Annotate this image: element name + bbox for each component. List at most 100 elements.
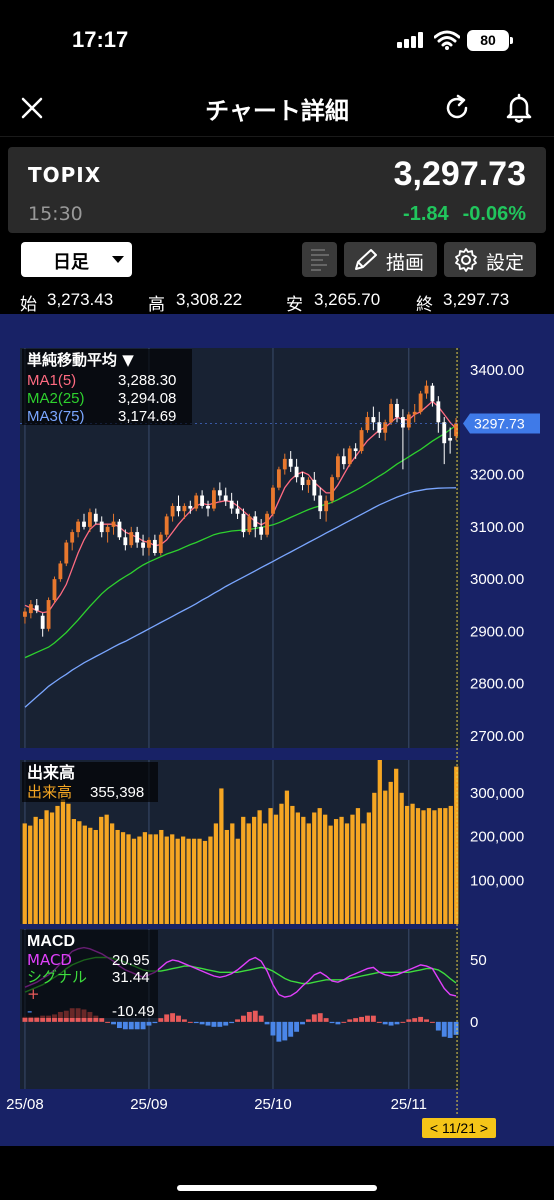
- bell-icon[interactable]: [504, 92, 534, 124]
- battery-level: 80: [480, 32, 496, 48]
- price-y-tick-label: 2900.00: [470, 623, 524, 640]
- macd-y-tick-label: 0: [470, 1014, 478, 1031]
- candle-body: [288, 458, 293, 467]
- candle-body: [436, 401, 441, 423]
- volume-bar: [66, 803, 71, 924]
- page-title: チャート詳細: [205, 97, 349, 125]
- macd-histogram-bar: [276, 1021, 282, 1042]
- candle-body: [330, 477, 334, 501]
- candle-body: [188, 505, 193, 509]
- close-value: 3,297.73: [443, 290, 510, 309]
- price-y-tick-label: 3100.00: [470, 519, 524, 536]
- volume-bar: [306, 823, 311, 924]
- quote-card: TOPIX 15:30 3,297.73 -1.84 -0.06%: [8, 147, 546, 233]
- volume-bar: [301, 816, 306, 924]
- low-label: 安: [286, 295, 303, 314]
- volume-bar: [230, 823, 235, 924]
- volume-bar: [399, 792, 404, 924]
- last-price-label: 3297.73: [474, 415, 525, 431]
- macd-legend-name: シグナル: [27, 968, 87, 986]
- settings-label: 設定: [486, 252, 525, 274]
- candle-body: [111, 521, 116, 527]
- volume-bar: [372, 792, 377, 924]
- macd-histogram-bar: [264, 1021, 270, 1025]
- current-price: 3,297.73: [393, 155, 526, 193]
- volume-bar: [197, 838, 202, 924]
- x-tick-label: 25/11: [391, 1096, 427, 1113]
- volume-bar: [437, 808, 443, 924]
- price-y-tick-label: 3400.00: [470, 362, 524, 379]
- draw-label: 描画: [386, 252, 425, 274]
- ma-legend-name: MA2(25): [27, 390, 85, 407]
- macd-histogram-bar: [400, 1021, 406, 1023]
- candle-body: [23, 611, 27, 617]
- change-value: -1.84: [403, 203, 449, 225]
- close-label: 終: [416, 295, 433, 314]
- candle-body: [318, 495, 323, 512]
- macd-histogram-bar: [329, 1021, 335, 1024]
- price-y-tick-label: 2700.00: [470, 728, 524, 745]
- macd-histogram-bar: [134, 1021, 140, 1030]
- volume-legend-name: 出来高: [27, 783, 72, 801]
- period-label: 日足: [53, 252, 89, 273]
- price-y-tick-label: 2800.00: [470, 676, 524, 693]
- candle-body: [152, 539, 157, 553]
- volume-legend-box: [22, 762, 158, 802]
- candle-body: [235, 508, 240, 514]
- open-value: 3,273.43: [47, 290, 114, 309]
- macd-histogram-bar: [99, 1018, 105, 1022]
- settings-button[interactable]: 設定: [444, 242, 536, 277]
- chart-panel[interactable]: 25/0825/0925/1025/113400.003300.003200.0…: [0, 314, 554, 1146]
- symbol-name: TOPIX: [28, 163, 102, 187]
- candle-body: [454, 423, 458, 437]
- volume-bar: [377, 760, 382, 924]
- macd-histogram-bar: [294, 1021, 300, 1032]
- candle-body: [170, 505, 175, 517]
- candle-body: [253, 516, 258, 527]
- draw-button[interactable]: 描画: [344, 242, 437, 277]
- volume-bar: [104, 814, 109, 924]
- list-view-button[interactable]: [302, 242, 337, 277]
- volume-bar: [290, 805, 295, 924]
- macd-histogram-bar: [22, 1016, 28, 1022]
- volume-bar: [153, 834, 158, 924]
- volume-bar: [426, 808, 432, 924]
- volume-bar: [170, 834, 175, 924]
- volume-bar: [22, 823, 27, 924]
- price-y-tick-label: 3200.00: [470, 467, 524, 484]
- home-indicator[interactable]: [177, 1185, 377, 1191]
- candle-body: [424, 385, 429, 394]
- chart-svg[interactable]: 25/0825/0925/1025/113400.003300.003200.0…: [0, 314, 554, 1146]
- close-icon[interactable]: [18, 94, 46, 122]
- macd-histogram-bar: [418, 1016, 424, 1022]
- candle-body: [194, 495, 199, 509]
- volume-bar: [28, 825, 33, 924]
- volume-y-tick-label: 200,000: [470, 829, 524, 846]
- candle-body: [306, 479, 311, 486]
- high-label: 高: [148, 295, 165, 314]
- volume-bar: [77, 821, 82, 924]
- volume-bar: [159, 829, 164, 924]
- macd-histogram-bar: [199, 1021, 205, 1025]
- volume-bar: [284, 790, 290, 924]
- candle-body: [182, 505, 187, 512]
- candle-body: [247, 516, 252, 533]
- refresh-icon[interactable]: [442, 93, 472, 123]
- macd-legend-value: 20.95: [112, 952, 150, 969]
- volume-bar: [443, 808, 448, 924]
- volume-bar: [279, 803, 284, 924]
- macd-histogram-bar: [223, 1021, 229, 1026]
- volume-bar: [71, 819, 77, 924]
- macd-histogram-bar: [40, 1015, 46, 1022]
- volume-bar: [137, 836, 142, 924]
- caret-down-icon: [112, 256, 124, 263]
- candle-body: [229, 500, 234, 509]
- cursor-date-tag: [422, 1118, 496, 1138]
- volume-bar: [432, 810, 437, 924]
- volume-bar: [235, 838, 240, 924]
- macd-legend-name: -: [27, 1002, 32, 1020]
- period-select[interactable]: 日足: [21, 242, 132, 277]
- divider: [0, 136, 554, 137]
- volume-bar: [60, 799, 66, 924]
- macd-histogram-bar: [158, 1018, 164, 1022]
